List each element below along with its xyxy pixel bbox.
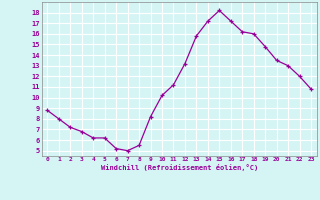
X-axis label: Windchill (Refroidissement éolien,°C): Windchill (Refroidissement éolien,°C) [100, 164, 258, 171]
